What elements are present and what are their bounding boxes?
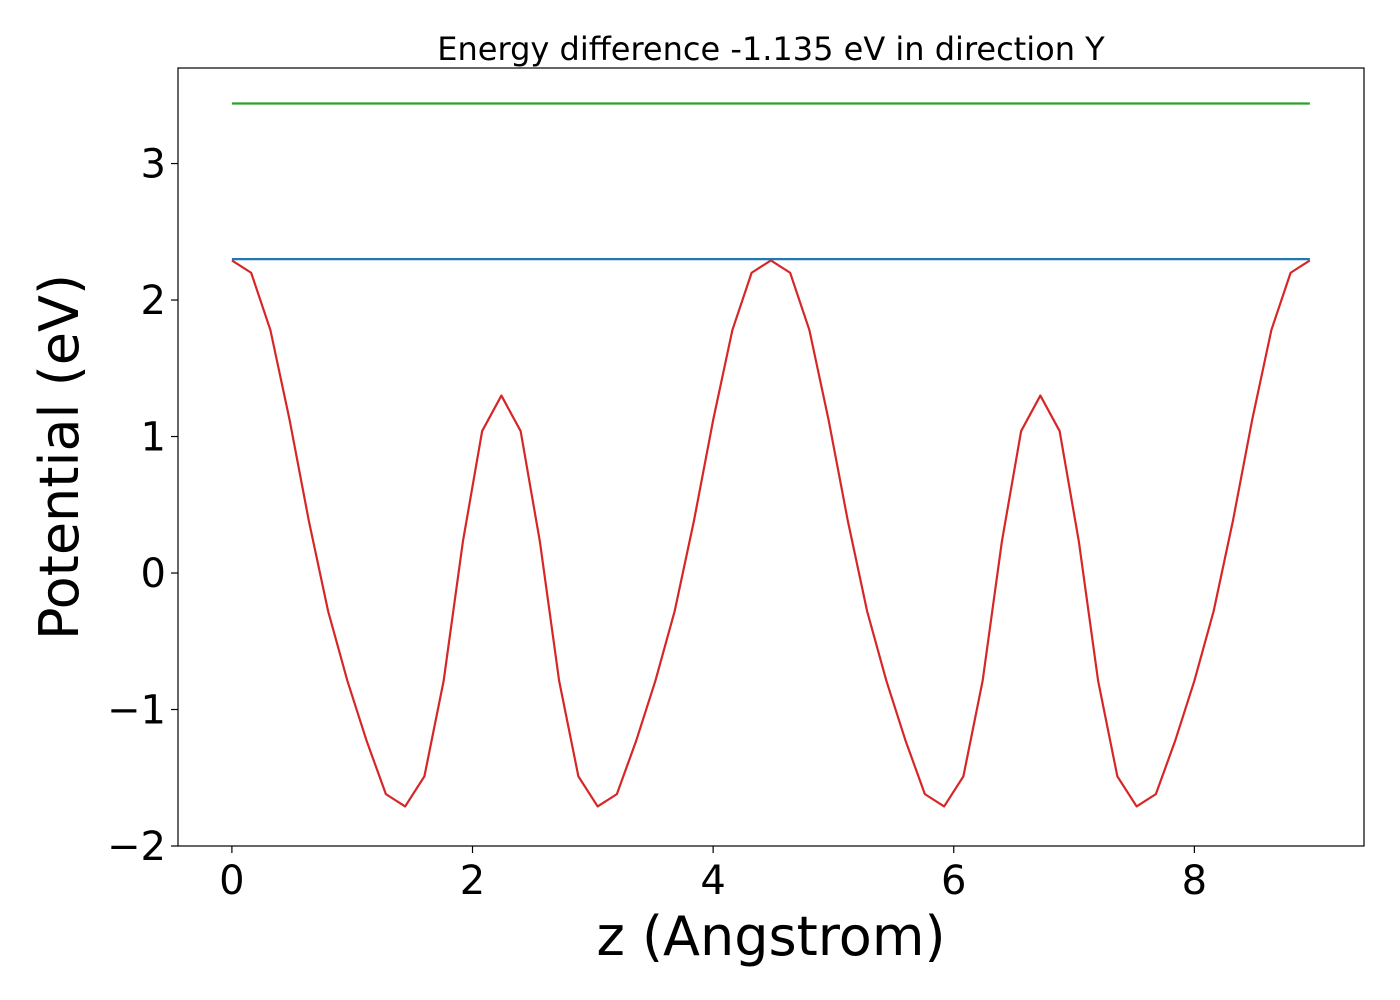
x-axis-label: z (Angstrom) xyxy=(596,905,945,968)
x-tick-label: 0 xyxy=(219,858,244,904)
x-tick-label: 2 xyxy=(460,858,485,904)
y-axis-label: Potential (eV) xyxy=(28,274,91,640)
y-tick-label: −1 xyxy=(107,688,166,734)
x-tick-label: 4 xyxy=(700,858,725,904)
x-tick-label: 8 xyxy=(1182,858,1207,904)
chart-title: Energy difference -1.135 eV in direction… xyxy=(437,30,1105,68)
plot-frame xyxy=(177,67,1365,847)
y-tick-label: 1 xyxy=(141,415,166,461)
y-tick-label: 2 xyxy=(141,278,166,324)
y-tick-label: 3 xyxy=(141,142,166,188)
y-tick-label: 0 xyxy=(141,551,166,597)
y-tick-label: −2 xyxy=(107,824,166,870)
line-series xyxy=(231,259,1311,808)
x-tick-label: 6 xyxy=(941,858,966,904)
